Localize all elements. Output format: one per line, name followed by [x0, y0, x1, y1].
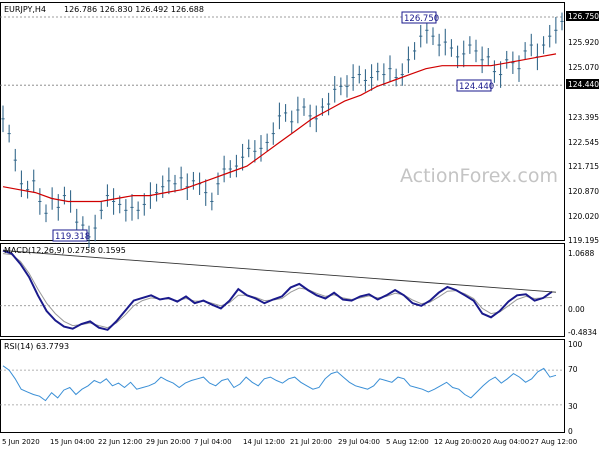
rsi-series	[2, 365, 557, 402]
price-tick: 120.870	[568, 187, 599, 196]
time-tick: 22 Jun 12:00	[98, 438, 142, 446]
time-tick: 29 Jul 04:00	[338, 438, 380, 446]
ohlc-header: 126.786 126.830 126.492 126.688	[64, 5, 204, 14]
time-tick: 29 Jun 20:00	[146, 438, 190, 446]
rsi-tick: 0	[568, 427, 573, 436]
rsi-header: RSI(14) 63.7793	[4, 342, 69, 351]
price-tick: 123.395	[568, 113, 599, 122]
rsi-axis: 100 70 30 0	[568, 340, 583, 436]
rsi-tick: 70	[568, 365, 578, 374]
rsi-panel-frame	[0, 339, 565, 433]
low-annotation-label: 119.318	[55, 232, 90, 242]
time-tick: 15 Jun 04:00	[50, 438, 94, 446]
price-tick: 125.070	[568, 63, 599, 72]
rsi-tick: 30	[568, 402, 578, 411]
price-axis-marker-support	[566, 79, 599, 89]
price-axis-marker-high	[566, 11, 599, 21]
price-tick: 120.020	[568, 212, 599, 221]
price-tick: 126.750	[568, 12, 599, 21]
rsi-line	[2, 365, 557, 402]
macd-tick: 0.00	[568, 305, 585, 314]
macd-tick: -0.4834	[568, 328, 597, 337]
time-tick: 20 Aug 04:00	[482, 438, 529, 446]
support-annotation-label: 124.440	[459, 82, 494, 92]
macd-tick: 1.0688	[568, 249, 594, 258]
macd-panel-frame	[0, 243, 565, 337]
price-gridlines	[0, 16, 564, 86]
watermark: ActionForex.com	[400, 165, 558, 187]
price-tick: 124.440	[568, 80, 599, 89]
time-tick: 27 Aug 12:00	[530, 438, 577, 446]
price-tick: 121.715	[568, 162, 599, 171]
low-annotation: 119.318	[52, 229, 90, 242]
time-axis: 5 Jun 2020 15 Jun 04:00 22 Jun 12:00 29 …	[2, 438, 577, 446]
macd-signal-line	[2, 253, 553, 329]
price-series	[1, 12, 564, 249]
price-panel-frame	[0, 2, 565, 241]
price-axis: 126.750 125.920 125.070 124.440 123.395 …	[566, 11, 599, 245]
moving-average-line	[2, 53, 557, 203]
time-tick: 7 Jul 04:00	[194, 438, 232, 446]
macd-series	[2, 249, 557, 331]
high-annotation-label: 126.750	[404, 14, 439, 24]
time-tick: 12 Aug 20:00	[434, 438, 481, 446]
rsi-tick: 100	[568, 340, 583, 349]
symbol-header: EURJPY,H4	[4, 5, 46, 14]
time-tick: 14 Jul 12:00	[243, 438, 285, 446]
macd-trendline	[2, 250, 557, 293]
macd-axis: 1.0688 0.00 -0.4834	[568, 249, 597, 337]
macd-header: MACD(12,26,9) 0.2758 0.1595	[4, 246, 126, 255]
price-tick: 122.545	[568, 138, 599, 147]
high-annotation: 126.750	[401, 11, 439, 24]
time-tick: 5 Jun 2020	[2, 438, 40, 446]
price-tick: 125.920	[568, 38, 599, 47]
support-annotation: 124.440	[456, 79, 494, 92]
price-tick: 119.195	[568, 236, 599, 245]
macd-line	[2, 249, 553, 331]
time-tick: 21 Jul 20:00	[290, 438, 332, 446]
time-tick: 5 Aug 12:00	[386, 438, 429, 446]
